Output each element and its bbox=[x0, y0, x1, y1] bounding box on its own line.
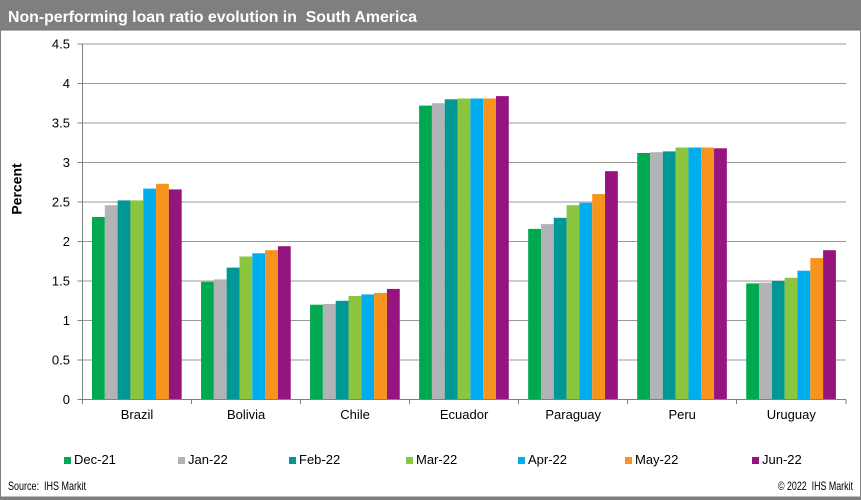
svg-text:Peru: Peru bbox=[668, 407, 695, 422]
svg-text:0.5: 0.5 bbox=[52, 353, 70, 368]
svg-text:3: 3 bbox=[63, 155, 70, 170]
svg-text:Feb-22: Feb-22 bbox=[299, 452, 340, 467]
svg-text:Non-performing loan ratio evol: Non-performing loan ratio evolution in S… bbox=[8, 9, 417, 26]
svg-text:Uruguay: Uruguay bbox=[767, 407, 817, 422]
svg-text:1: 1 bbox=[63, 313, 70, 328]
svg-text:Dec-21: Dec-21 bbox=[74, 452, 116, 467]
svg-text:2.5: 2.5 bbox=[52, 195, 70, 210]
svg-text:Brazil: Brazil bbox=[121, 407, 154, 422]
svg-text:May-22: May-22 bbox=[635, 452, 678, 467]
svg-text:Ecuador: Ecuador bbox=[440, 407, 489, 422]
svg-text:Mar-22: Mar-22 bbox=[416, 452, 457, 467]
svg-text:4.5: 4.5 bbox=[52, 37, 70, 52]
svg-text:Percent: Percent bbox=[9, 163, 25, 215]
svg-text:Chile: Chile bbox=[340, 407, 370, 422]
svg-text:Jan-22: Jan-22 bbox=[188, 452, 228, 467]
svg-text:© 2022 IHS Markit: © 2022 IHS Markit bbox=[778, 479, 853, 493]
svg-text:Paraguay: Paraguay bbox=[545, 407, 601, 422]
svg-text:Apr-22: Apr-22 bbox=[528, 452, 567, 467]
svg-text:2: 2 bbox=[63, 234, 70, 249]
svg-text:Source: IHS Markit: Source: IHS Markit bbox=[8, 479, 86, 493]
svg-text:3.5: 3.5 bbox=[52, 116, 70, 131]
svg-text:Bolivia: Bolivia bbox=[227, 407, 266, 422]
svg-text:Jun-22: Jun-22 bbox=[762, 452, 802, 467]
svg-text:0: 0 bbox=[63, 392, 70, 407]
svg-text:1.5: 1.5 bbox=[52, 274, 70, 289]
svg-text:4: 4 bbox=[63, 76, 70, 91]
